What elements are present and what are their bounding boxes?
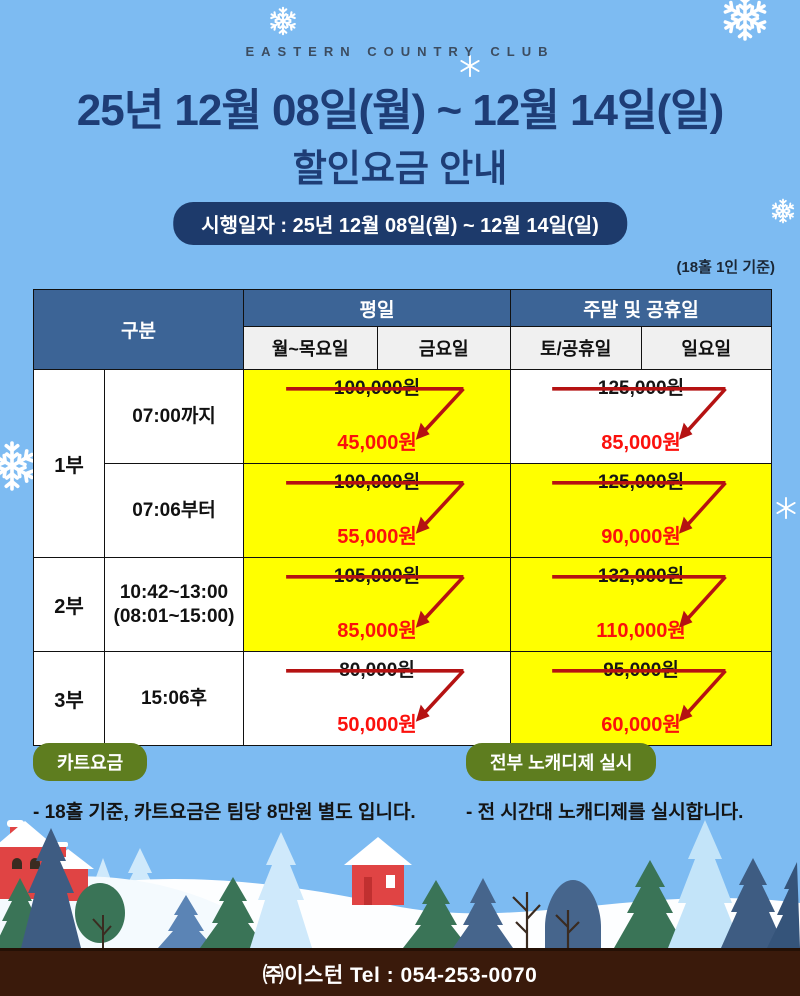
snowflake-icon <box>770 198 796 224</box>
basis-note: (18홀 1인 기준) <box>676 259 775 276</box>
club-name: EASTERN COUNTRY CLUB <box>245 44 555 59</box>
page-title: 25년 12월 08일(월) ~ 12월 14일(일) <box>76 86 725 135</box>
new-price: 85,000원 <box>601 432 681 454</box>
table-row: 1부 07:00까지 100,000원 45,000원 125,000원 85,… <box>33 369 772 558</box>
new-price: 50,000원 <box>337 714 417 736</box>
price-cell-weekend: 132,000원 110,000원 <box>510 557 772 652</box>
price-cell-weekday: 100,000원 45,000원 <box>243 369 511 464</box>
new-price: 85,000원 <box>337 620 417 642</box>
page-subtitle: 할인요금 안내 <box>292 148 508 189</box>
old-price: 125,000원 <box>597 472 685 493</box>
effective-date-badge: 시행일자 : 25년 12월 08일(월) ~ 12월 14일(일) <box>173 202 627 245</box>
no-caddie-badge: 전부 노캐디제 실시 <box>466 743 657 781</box>
rate-table: 구분 평일 주말 및 공휴일 월~목요일 금요일 토/공휴일 일요일 1부 07:0… <box>33 289 772 746</box>
winter-scene <box>0 820 800 948</box>
cart-fee-badge: 카트요금 <box>33 743 148 781</box>
time-label: 07:00까지 <box>104 369 244 464</box>
old-price: 95,000원 <box>603 660 679 681</box>
no-caddie-text: - 전 시간대 노캐디제를 실시합니다. <box>466 802 744 823</box>
sparkle-icon <box>776 496 796 520</box>
table-row: 2부 10:42~13:00 (08:01~15:00) 105,000원 85,… <box>33 557 772 652</box>
time-label: 15:06후 <box>104 651 244 746</box>
part-label: 1부 <box>33 369 105 558</box>
time-label: 10:42~13:00 (08:01~15:00) <box>104 557 244 652</box>
footer-contact: ㈜이스턴 Tel : 054-253-0070 <box>262 963 538 987</box>
footer-bar: ㈜이스턴 Tel : 054-253-0070 <box>0 948 800 996</box>
old-price: 125,000원 <box>597 378 685 399</box>
new-price: 45,000원 <box>337 432 417 454</box>
old-price: 105,000원 <box>333 566 421 587</box>
price-cell-weekend: 95,000원 60,000원 <box>510 651 772 746</box>
header-sat-sun: 토/공휴일 일요일 <box>510 326 772 370</box>
time-label: 07:06부터 <box>104 463 244 558</box>
price-cell-weekday: 100,000원 55,000원 <box>243 463 511 558</box>
new-price: 90,000원 <box>601 526 681 548</box>
twig-icon <box>512 892 541 948</box>
snowflake-icon <box>268 6 298 36</box>
twig-icon <box>555 910 580 948</box>
header-weekend-group: 주말 및 공휴일 <box>510 289 772 327</box>
cart-fee-text: - 18홀 기준, 카트요금은 팀당 8만원 별도 입니다. <box>33 802 416 823</box>
price-cell-weekend: 125,000원 85,000원 <box>510 369 772 464</box>
new-price: 55,000원 <box>337 526 417 548</box>
old-price: 80,000원 <box>339 660 415 681</box>
table-row: 3부 15:06후 80,000원 50,000원 95,000원 60,000… <box>33 651 772 746</box>
header-mon-thu: 월~목요일 금요일 <box>243 326 511 370</box>
part-label: 2부 <box>33 557 105 652</box>
new-price: 110,000원 <box>596 620 686 642</box>
price-cell-weekday: 105,000원 85,000원 <box>243 557 511 652</box>
cart-fee-note: 카트요금 - 18홀 기준, 카트요금은 팀당 8만원 별도 입니다. <box>33 743 466 824</box>
house-icon <box>344 837 412 905</box>
notes-section: 카트요금 - 18홀 기준, 카트요금은 팀당 8만원 별도 입니다. 전부 노… <box>33 743 771 824</box>
header-weekday-group: 평일 <box>243 289 511 327</box>
snowflake-icon <box>720 0 770 42</box>
price-cell-weekday: 80,000원 50,000원 <box>243 651 511 746</box>
new-price: 60,000원 <box>601 714 681 736</box>
no-caddie-note: 전부 노캐디제 실시 - 전 시간대 노캐디제를 실시합니다. <box>466 743 743 824</box>
table-row: 07:06부터 100,000원 55,000원 125,000원 90,000… <box>34 463 772 558</box>
header-category: 구분 <box>33 289 244 370</box>
part-label: 3부 <box>33 651 105 746</box>
price-cell-weekend: 125,000원 90,000원 <box>510 463 772 558</box>
old-price: 100,000원 <box>333 472 421 493</box>
old-price: 100,000원 <box>333 378 421 399</box>
old-price: 132,000원 <box>597 566 685 587</box>
